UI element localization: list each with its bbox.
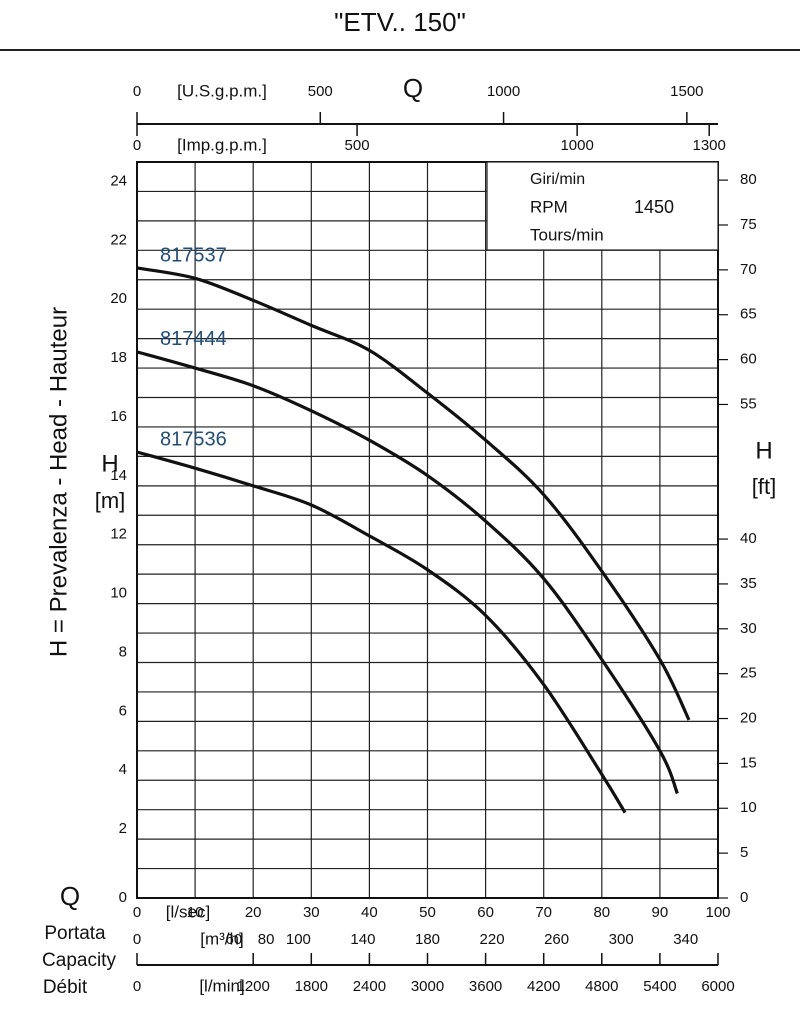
y2-tick-label: 75	[740, 216, 757, 233]
info-box	[486, 161, 719, 251]
y2-tick-label: 80	[740, 171, 757, 188]
secondary-tick-label: 500	[308, 83, 333, 100]
secondary-tick-label: 2400	[353, 978, 386, 995]
secondary-tick-label: 6000	[701, 978, 734, 995]
secondary-tick-label: 80	[258, 931, 275, 948]
info-text: RPM	[530, 197, 568, 216]
secondary-tick-label: 5400	[643, 978, 676, 995]
y-tick-label: 20	[110, 290, 127, 307]
x-tick-label: 100	[705, 904, 730, 921]
q-name: Portata	[44, 923, 106, 944]
y2-tick-label: 70	[740, 261, 757, 278]
y-tick-label: 14	[110, 467, 127, 484]
y2-tick-label: 30	[740, 620, 757, 637]
x-tick-label: 10	[187, 904, 204, 921]
x-tick-label: 40	[361, 904, 378, 921]
y-tick-label: 24	[110, 172, 127, 189]
secondary-tick-label: 1800	[295, 978, 328, 995]
secondary-tick-label: 260	[544, 931, 569, 948]
secondary-tick-label: 300	[609, 931, 634, 948]
x-tick-label: 0	[133, 904, 141, 921]
y2-tick-label: 65	[740, 306, 757, 323]
y2-tick-label: 10	[740, 799, 757, 816]
y-tick-label: 16	[110, 408, 127, 425]
secondary-tick-label: 100	[286, 931, 311, 948]
y-tick-label: 0	[119, 889, 127, 906]
secondary-tick-label: 180	[415, 931, 440, 948]
q-symbol: Q	[60, 881, 80, 911]
info-text: Tours/min	[530, 225, 604, 244]
secondary-tick-label: 140	[350, 931, 375, 948]
secondary-tick-label: 0	[133, 931, 141, 948]
q-name: Débit	[43, 977, 88, 998]
curve	[136, 350, 679, 795]
secondary-tick-label: 1300	[693, 137, 726, 154]
secondary-axis-unit: [l/min]	[199, 976, 244, 995]
y-symbol: H	[101, 450, 118, 477]
plot-frame	[136, 161, 719, 899]
secondary-tick-label: 0	[133, 978, 141, 995]
y-unit: [m]	[95, 488, 126, 513]
x-tick-label: 70	[535, 904, 552, 921]
secondary-tick-label: 1000	[487, 83, 520, 100]
y-long-label: H = Prevalenza - Head - Hauteur	[45, 307, 72, 657]
y2-tick-label: 25	[740, 665, 757, 682]
y-tick-label: 4	[119, 761, 127, 778]
secondary-tick-label: 4200	[527, 978, 560, 995]
curve	[136, 266, 691, 721]
y2-tick-label: 5	[740, 844, 748, 861]
secondary-tick-label: 4800	[585, 978, 618, 995]
x-tick-label: 50	[419, 904, 436, 921]
y-tick-label: 22	[110, 231, 127, 248]
y2-tick-label: 35	[740, 575, 757, 592]
y-tick-label: 6	[119, 702, 127, 719]
y-tick-label: 2	[119, 820, 127, 837]
chart-title: "ETV.. 150"	[334, 7, 466, 37]
y2-tick-label: 60	[740, 351, 757, 368]
x-tick-label: 90	[652, 904, 669, 921]
y-tick-label: 12	[110, 526, 127, 543]
y-tick-label: 10	[110, 585, 127, 602]
secondary-tick-label: 3000	[411, 978, 444, 995]
y2-unit: [ft]	[752, 474, 776, 499]
secondary-tick-label: 1000	[560, 137, 593, 154]
x-tick-label: 20	[245, 904, 262, 921]
series-label: 817536	[160, 428, 227, 450]
y2-tick-label: 20	[740, 710, 757, 727]
secondary-tick-label: 1500	[670, 83, 703, 100]
y2-tick-label: 40	[740, 530, 757, 547]
secondary-tick-label: 0	[133, 83, 141, 100]
info-text: 1450	[634, 197, 674, 217]
series-label: 817444	[160, 328, 227, 350]
x-tick-label: 60	[477, 904, 494, 921]
y2-tick-label: 15	[740, 754, 757, 771]
secondary-axis-unit: [U.S.g.p.m.]	[177, 81, 267, 100]
info-text: Giri/min	[530, 171, 585, 188]
secondary-tick-label: 3600	[469, 978, 502, 995]
y-tick-label: 8	[119, 643, 127, 660]
secondary-tick-label: 60	[225, 931, 242, 948]
curve	[136, 450, 627, 814]
x-tick-label: 30	[303, 904, 320, 921]
series-label: 817537	[160, 244, 227, 266]
secondary-tick-label: 1200	[237, 978, 270, 995]
secondary-tick-label: 220	[480, 931, 505, 948]
y-tick-label: 18	[110, 349, 127, 366]
secondary-tick-label: 340	[673, 931, 698, 948]
secondary-tick-label: 0	[133, 137, 141, 154]
q-name: Capacity	[42, 950, 116, 971]
y2-tick-label: 0	[740, 889, 748, 906]
secondary-axis-unit: [Imp.g.p.m.]	[177, 135, 267, 154]
y2-symbol: H	[755, 437, 772, 464]
secondary-tick-label: 500	[345, 137, 370, 154]
y2-tick-label: 55	[740, 395, 757, 412]
x-tick-label: 80	[593, 904, 610, 921]
top-q-symbol: Q	[403, 73, 423, 103]
x-unit: [l/sec]	[166, 902, 210, 921]
secondary-axis-unit: [m³/h]	[200, 929, 243, 948]
